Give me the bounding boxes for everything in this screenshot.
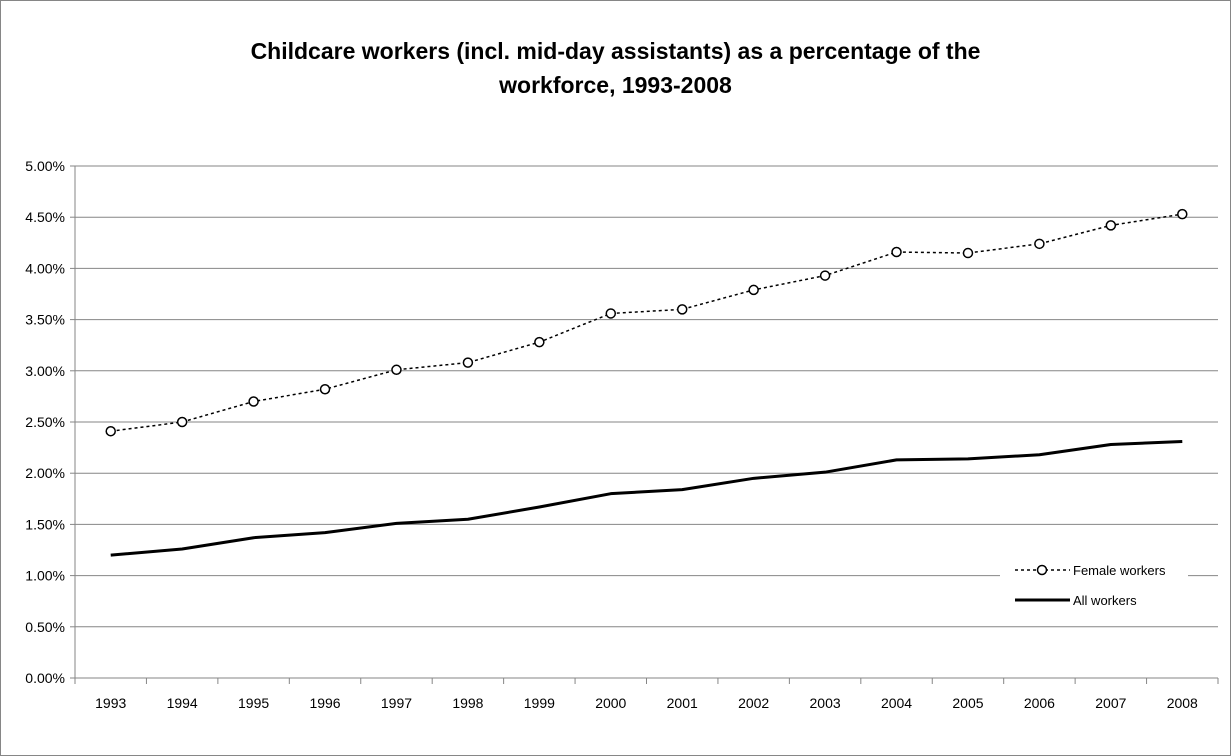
y-tick-label: 2.50%	[25, 414, 65, 430]
data-point-marker	[319, 383, 331, 395]
x-tick-label: 2006	[1024, 695, 1055, 711]
data-point-marker	[1177, 208, 1188, 220]
data-point-marker	[1105, 220, 1117, 231]
data-point-marker	[819, 270, 831, 281]
data-point-marker	[534, 336, 545, 348]
data-point-marker	[248, 396, 259, 407]
legend: Female workers All workers	[1000, 553, 1188, 619]
data-point-marker	[176, 416, 188, 428]
x-tick-label: 2003	[810, 695, 841, 711]
x-tick-label: 2000	[595, 695, 626, 711]
axes: 0.00% 0.50% 1.00% 1.50% 2.00% 2.50% 3.00% 3.50%…	[25, 158, 1219, 711]
data-point-marker	[1034, 238, 1045, 250]
x-tick-label: 2004	[881, 695, 912, 711]
x-tick-label: 1997	[381, 695, 412, 711]
data-point-marker	[891, 246, 902, 258]
chart-title-line-1: Childcare workers (incl. mid-day assista…	[250, 38, 981, 64]
legend-all-workers-label: All workers	[1073, 593, 1137, 608]
legend-female-workers-label: Female workers	[1073, 563, 1166, 578]
x-tick-label: 1999	[524, 695, 555, 711]
x-tick-label: 1996	[309, 695, 340, 711]
x-tick-label: 1993	[95, 695, 126, 711]
data-point-marker	[605, 308, 617, 319]
gridlines	[75, 165, 1218, 628]
x-tick-label: 2008	[1167, 695, 1198, 711]
x-tick-label: 2001	[667, 695, 698, 711]
x-tick-label: 2007	[1095, 695, 1126, 711]
y-tick-label: 1.00%	[25, 568, 65, 584]
y-tick-label: 4.50%	[25, 209, 65, 225]
x-tick-label: 1995	[238, 695, 269, 711]
data-point-marker	[962, 247, 974, 259]
data-point-marker	[391, 364, 402, 376]
data-point-marker	[748, 284, 759, 296]
legend-female-workers-marker	[1036, 564, 1048, 576]
chart-title: Childcare workers (incl. mid-day assista…	[0, 34, 1231, 102]
series	[105, 208, 1188, 557]
data-point-marker	[105, 425, 116, 437]
y-tick-label: 3.50%	[25, 312, 65, 328]
x-tick-label: 1994	[167, 695, 198, 711]
y-tick-label: 3.00%	[25, 363, 65, 379]
x-tick-label: 2002	[738, 695, 769, 711]
series-line-female-workers	[110, 213, 1183, 432]
x-tick-label: 1998	[452, 695, 483, 711]
data-point-marker	[676, 304, 688, 315]
y-tick-label: 0.00%	[25, 670, 65, 686]
series-line-all-workers	[110, 439, 1183, 557]
y-tick-label: 5.00%	[25, 158, 65, 174]
y-tick-label: 4.00%	[25, 260, 65, 276]
y-tick-label: 0.50%	[25, 619, 65, 635]
chart-title-line-2: workforce, 1993-2008	[499, 72, 732, 98]
legend-background	[1000, 553, 1188, 619]
x-tick-label: 2005	[952, 695, 983, 711]
data-point-marker	[462, 357, 474, 368]
y-tick-label: 2.00%	[25, 465, 65, 481]
y-tick-label: 1.50%	[25, 516, 65, 532]
